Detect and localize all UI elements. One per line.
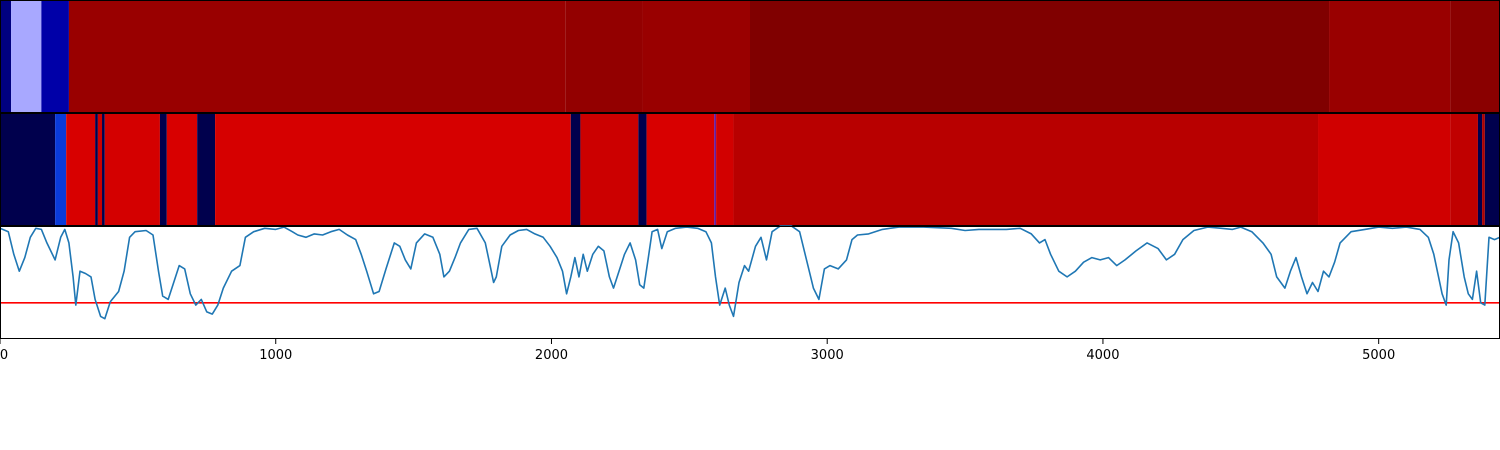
segment-band-2-segment xyxy=(1477,113,1483,226)
line-plot xyxy=(0,225,1500,320)
segment-band-2-segment xyxy=(55,113,67,226)
segment-band-2-segment xyxy=(580,113,639,226)
segment-band-1-segment xyxy=(565,0,643,113)
segment-band-2-segment xyxy=(1484,113,1500,226)
segment-band-2-segment xyxy=(95,113,98,226)
segment-band-2-segment xyxy=(646,113,715,226)
segment-band-2-segment xyxy=(159,113,167,226)
segment-band-2-segment xyxy=(714,113,717,226)
segment-band-2-segment xyxy=(66,113,96,226)
segment-band-2-segment xyxy=(733,113,1319,226)
x-tick-label: 1000 xyxy=(259,348,292,363)
x-tick-label: 2000 xyxy=(535,348,568,363)
x-tick-label: 4000 xyxy=(1086,348,1119,363)
x-axis: 0 1000 2000 3000 4000 5000 xyxy=(0,339,1395,363)
segment-band-2-segment xyxy=(197,113,216,226)
segment-band-1-segment xyxy=(1450,0,1500,113)
segment-band-1-segment xyxy=(68,0,566,113)
segment-band-2-segment xyxy=(97,113,103,226)
signal-series-line xyxy=(0,225,1500,320)
segment-band-2-segment xyxy=(716,113,734,226)
segment-band-2-segment xyxy=(102,113,105,226)
segment-band-1-segment xyxy=(750,0,1330,113)
x-tick-label: 3000 xyxy=(811,348,844,363)
segment-band-1-segment xyxy=(1329,0,1451,113)
segment-band-2-segment xyxy=(1482,113,1485,226)
segment-band-1-segment xyxy=(642,0,750,113)
x-tick-label: 5000 xyxy=(1362,348,1395,363)
segment-band-2-segment xyxy=(0,113,56,226)
segment-band-2-segment xyxy=(1318,113,1451,226)
segment-band-2-segment xyxy=(104,113,160,226)
segment-band-middle xyxy=(0,113,1500,226)
segment-band-2-segment xyxy=(1450,113,1478,226)
x-tick-label: 0 xyxy=(0,348,8,363)
segment-band-top xyxy=(0,0,1500,113)
segment-band-2-segment xyxy=(215,113,571,226)
segment-band-2-segment xyxy=(638,113,647,226)
segment-band-2-segment xyxy=(166,113,198,226)
segment-band-1-segment xyxy=(0,0,12,113)
segment-band-2-segment xyxy=(570,113,581,226)
segment-band-1-segment xyxy=(11,0,42,113)
segment-band-1-segment xyxy=(41,0,69,113)
